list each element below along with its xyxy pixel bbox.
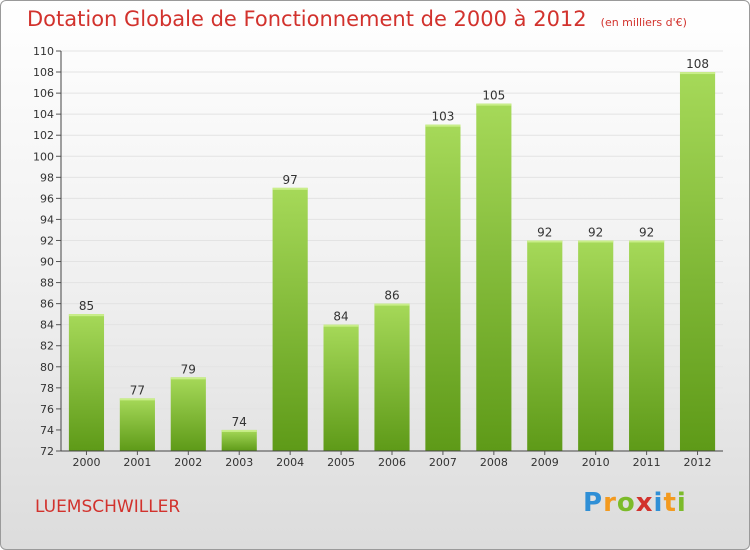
y-tick-label: 100 [33,150,54,163]
y-tick-label: 110 [33,45,54,58]
town-name: LUEMSCHWILLER [35,497,181,517]
bar [679,72,716,451]
bar-highlight [527,240,563,243]
y-tick-label: 74 [40,424,54,437]
bar-value-label: 97 [283,173,298,187]
bar [578,240,614,451]
bar [68,314,105,451]
x-tick-label: 2010 [582,456,610,469]
x-tick-label: 2001 [123,456,151,469]
x-tick-label: 2006 [378,456,406,469]
bar-highlight [170,377,206,380]
x-tick-label: 2003 [225,456,253,469]
y-tick-label: 92 [40,234,54,247]
bar-value-label: 92 [639,225,654,239]
x-tick-label: 2004 [276,456,304,469]
x-tick-label: 2008 [480,456,508,469]
y-tick-label: 98 [40,171,54,184]
bar-value-label: 92 [537,225,552,239]
chart-title-main: Dotation Globale de Fonctionnement de 20… [27,7,587,31]
bar-highlight [679,72,716,75]
x-tick-label: 2005 [327,456,355,469]
bar-highlight [272,187,308,190]
y-tick-label: 94 [40,213,54,226]
logo-letter: P [583,488,604,518]
y-tick-label: 104 [33,108,54,121]
bar [170,377,206,451]
chart-title: Dotation Globale de Fonctionnement de 20… [27,7,687,31]
bar-value-label: 108 [686,57,709,71]
logo-letter: x [635,488,654,518]
bar-highlight [119,398,155,401]
y-tick-label: 102 [33,129,54,142]
y-tick-label: 108 [33,66,54,79]
y-tick-label: 88 [40,277,54,290]
bar-value-label: 74 [232,415,247,429]
bar-highlight [374,303,410,306]
y-tick-label: 72 [40,445,54,458]
bar [527,240,563,451]
y-tick-label: 80 [40,361,54,374]
x-tick-label: 2012 [684,456,712,469]
bar-highlight [425,124,461,127]
bar-value-label: 77 [130,383,145,397]
bar-value-label: 103 [431,110,454,124]
x-tick-label: 2009 [531,456,559,469]
logo-letter: o [616,488,636,518]
y-tick-label: 96 [40,192,54,205]
bar-highlight [629,240,665,243]
bar [425,124,461,452]
x-tick-label: 2000 [72,456,100,469]
bar-value-label: 86 [384,289,399,303]
bar [323,324,359,451]
logo-letter: i [653,488,664,518]
bar [629,240,665,451]
bar-highlight [68,314,105,317]
bar-value-label: 92 [588,225,603,239]
bar-value-label: 79 [181,362,196,376]
y-tick-label: 76 [40,403,54,416]
y-tick-label: 106 [33,87,54,100]
bar-highlight [476,103,512,106]
y-tick-label: 78 [40,382,54,395]
x-tick-label: 2011 [633,456,661,469]
bar-value-label: 84 [333,310,348,324]
bar [221,429,257,451]
y-tick-label: 82 [40,340,54,353]
bar-value-label: 105 [482,89,505,103]
bar-highlight [578,240,614,243]
bar [119,398,155,451]
bar-highlight [221,429,257,432]
y-tick-label: 84 [40,319,54,332]
logo-letter: r [603,488,617,518]
logo-letter: t [663,488,677,518]
bar [272,187,308,451]
logo-letter: i [676,488,687,518]
y-tick-label: 86 [40,298,54,311]
chart-title-unit: (en milliers d'€) [600,16,687,29]
bar-value-label: 85 [79,299,94,313]
bar-highlight [323,324,359,327]
proxiti-logo: Proxiti [583,488,687,518]
bar [374,303,410,451]
x-tick-label: 2002 [174,456,202,469]
bar [476,103,512,451]
x-tick-label: 2007 [429,456,457,469]
y-tick-label: 90 [40,256,54,269]
